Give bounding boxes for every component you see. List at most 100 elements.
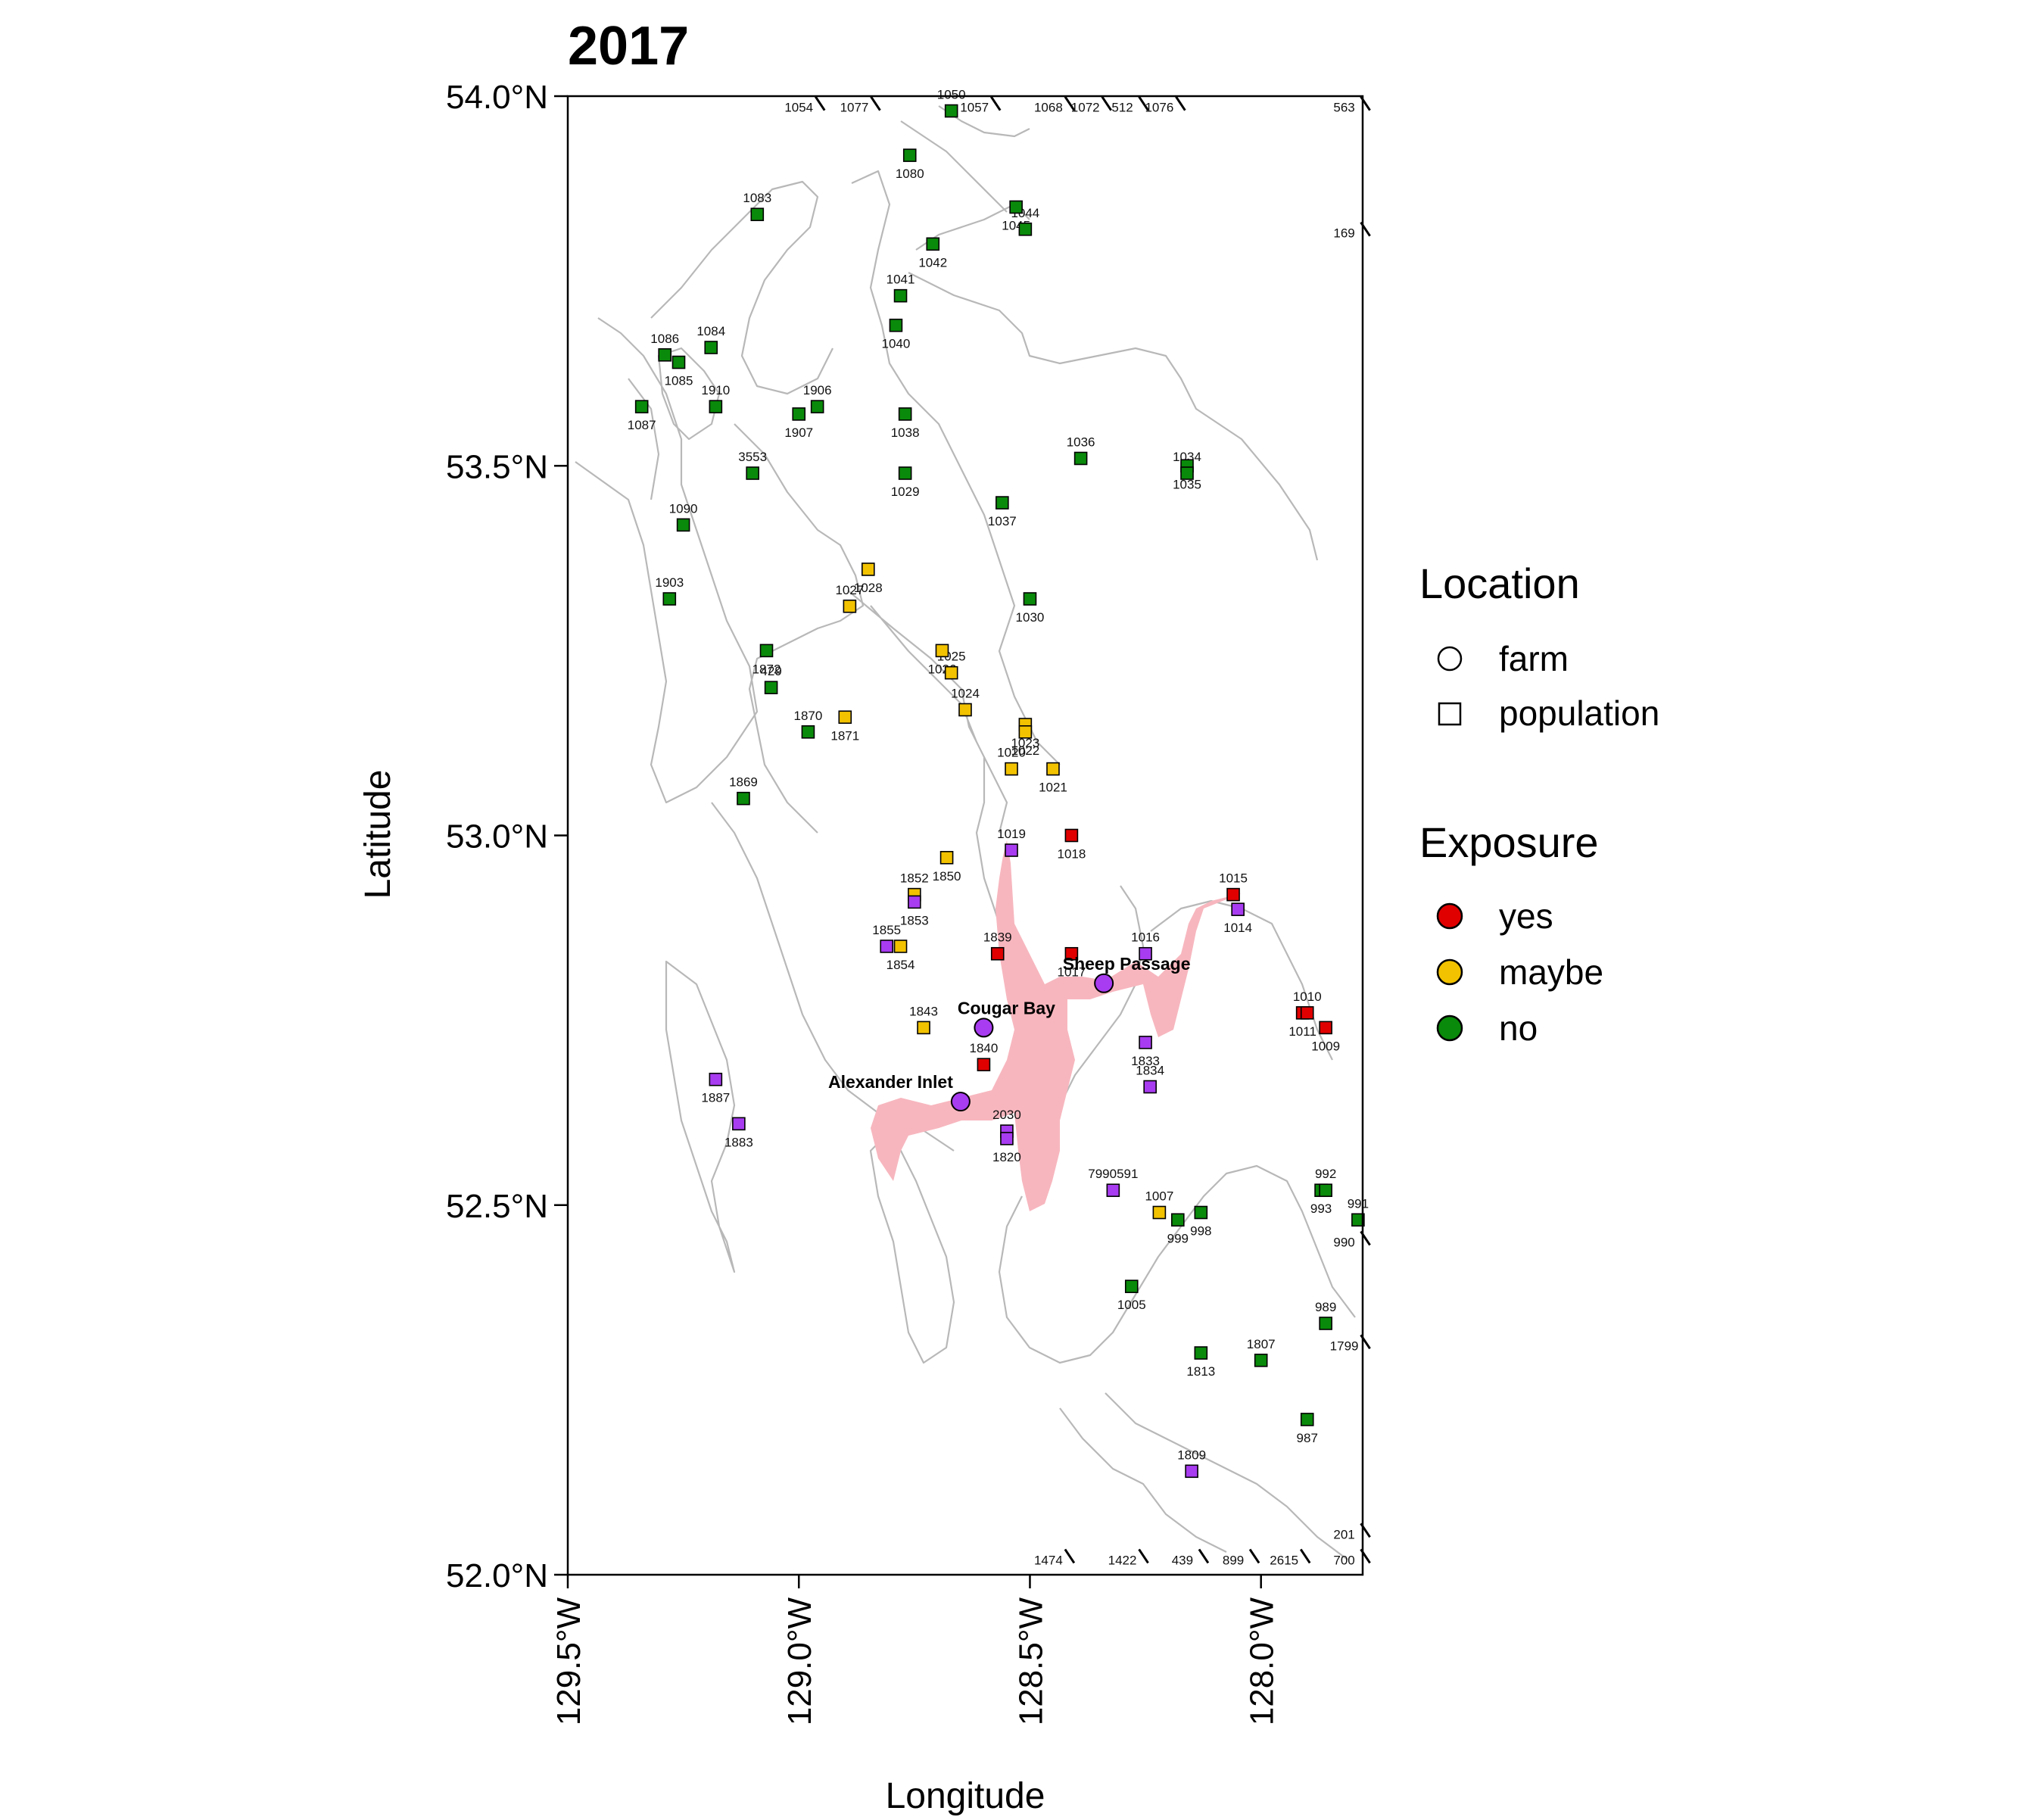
- population-marker[interactable]: [862, 563, 875, 576]
- population-marker[interactable]: [1139, 1036, 1152, 1049]
- population-marker[interactable]: [792, 407, 806, 421]
- y-axis: 54.0°N 53.5°N 53.0°N 52.5°N 52.0°N: [446, 79, 568, 1594]
- legend-maybe-swatch-icon: [1436, 958, 1463, 986]
- population-marker[interactable]: [658, 348, 671, 362]
- population-marker[interactable]: [996, 496, 1009, 510]
- population-label: 998: [1190, 1224, 1211, 1239]
- legend-yes-swatch-icon: [1436, 902, 1463, 930]
- population-marker[interactable]: [1005, 762, 1018, 776]
- population-marker[interactable]: [704, 341, 718, 354]
- population-marker[interactable]: [944, 665, 958, 680]
- population-marker[interactable]: [1254, 1354, 1268, 1367]
- population-label: 1034: [1173, 450, 1201, 464]
- population-marker[interactable]: [1046, 762, 1060, 776]
- population-marker[interactable]: [1064, 828, 1079, 843]
- population-marker[interactable]: [926, 237, 940, 251]
- population-marker[interactable]: [917, 1021, 930, 1035]
- population-marker[interactable]: [746, 466, 759, 480]
- population-marker[interactable]: [676, 518, 690, 532]
- farm-marker[interactable]: [974, 1018, 994, 1038]
- farm-marker[interactable]: [950, 1092, 971, 1112]
- population-marker[interactable]: [662, 592, 677, 606]
- population-label: 1871: [830, 728, 859, 743]
- population-marker[interactable]: [1319, 1021, 1332, 1035]
- border-site-label: 439: [1172, 1553, 1193, 1567]
- population-marker[interactable]: [1023, 592, 1037, 606]
- population-label: 1020: [997, 746, 1026, 760]
- population-label: 1872: [752, 662, 781, 676]
- population-marker[interactable]: [1226, 887, 1240, 902]
- population-label: 1870: [794, 709, 823, 723]
- population-marker[interactable]: [634, 400, 649, 413]
- population-marker[interactable]: [1064, 946, 1079, 961]
- population-marker[interactable]: [1124, 1279, 1139, 1293]
- population-marker[interactable]: [1194, 1205, 1208, 1220]
- population-marker[interactable]: [1319, 1183, 1332, 1198]
- population-marker[interactable]: [880, 940, 894, 953]
- farm-label: Cougar Bay: [958, 998, 1055, 1018]
- population-marker[interactable]: [732, 1117, 746, 1131]
- border-site-label: 1068: [1034, 101, 1063, 115]
- population-marker[interactable]: [709, 400, 723, 413]
- population-marker[interactable]: [1171, 1213, 1185, 1227]
- population-marker[interactable]: [1073, 451, 1088, 466]
- population-marker[interactable]: [1018, 222, 1033, 236]
- border-pointer-mark: [870, 95, 881, 111]
- population-marker[interactable]: [935, 644, 949, 658]
- population-marker[interactable]: [1106, 1183, 1120, 1198]
- population-marker[interactable]: [908, 895, 921, 909]
- population-marker[interactable]: [1139, 946, 1152, 961]
- population-marker[interactable]: [898, 407, 912, 421]
- population-marker[interactable]: [1180, 466, 1194, 480]
- population-marker[interactable]: [889, 318, 903, 332]
- population-marker[interactable]: [1351, 1213, 1365, 1227]
- population-marker[interactable]: [1231, 902, 1245, 916]
- population-marker[interactable]: [1005, 843, 1018, 857]
- population-marker[interactable]: [1009, 200, 1023, 214]
- population-marker[interactable]: [1194, 1346, 1208, 1360]
- population-marker[interactable]: [1143, 1080, 1157, 1094]
- farm-marker-layer: Cougar Bay Sheep Passage Alexander Inlet: [828, 954, 1191, 1112]
- population-marker[interactable]: [902, 148, 917, 162]
- population-marker[interactable]: [1185, 1464, 1198, 1479]
- population-marker[interactable]: [838, 710, 852, 725]
- population-marker[interactable]: [1000, 1132, 1014, 1145]
- population-marker[interactable]: [944, 104, 958, 118]
- x-axis: 129.5°W 129.0°W 128.5°W 128.0°W: [550, 1575, 1281, 1725]
- population-label: 992: [1315, 1167, 1336, 1181]
- population-marker[interactable]: [759, 644, 774, 658]
- border-site-label: 1072: [1071, 101, 1100, 115]
- population-marker[interactable]: [709, 1072, 723, 1086]
- population-label: 1050: [937, 88, 966, 102]
- population-marker[interactable]: [750, 207, 765, 222]
- population-marker[interactable]: [898, 466, 912, 480]
- border-site-label: 1422: [1108, 1553, 1137, 1567]
- population-label: 7990591: [1088, 1167, 1138, 1181]
- population-label: 1813: [1186, 1364, 1215, 1379]
- population-label: 1085: [665, 374, 693, 388]
- farm-label: Sheep Passage: [1063, 954, 1191, 974]
- population-marker[interactable]: [939, 850, 954, 865]
- border-pointer-mark: [1138, 1548, 1149, 1564]
- population-marker[interactable]: [958, 703, 972, 717]
- population-marker[interactable]: [737, 791, 750, 806]
- population-marker[interactable]: [977, 1058, 991, 1072]
- exposure-zone: [871, 840, 1242, 1211]
- population-marker[interactable]: [843, 599, 857, 613]
- population-marker[interactable]: [671, 355, 686, 369]
- population-marker[interactable]: [1018, 725, 1033, 739]
- population-marker[interactable]: [1300, 1006, 1314, 1020]
- x-tick-label: 128.5°W: [1012, 1597, 1049, 1726]
- population-marker[interactable]: [801, 725, 815, 739]
- population-marker[interactable]: [893, 940, 908, 953]
- population-marker[interactable]: [990, 946, 1005, 961]
- population-marker[interactable]: [893, 288, 908, 303]
- population-marker[interactable]: [810, 400, 824, 413]
- y-axis-label: Latitude: [358, 770, 398, 899]
- population-marker[interactable]: [1152, 1205, 1167, 1220]
- population-marker[interactable]: [764, 681, 778, 695]
- farm-marker[interactable]: [1094, 973, 1114, 993]
- population-marker[interactable]: [1319, 1317, 1332, 1330]
- border-site-label: 700: [1333, 1553, 1354, 1567]
- population-marker[interactable]: [1300, 1413, 1314, 1426]
